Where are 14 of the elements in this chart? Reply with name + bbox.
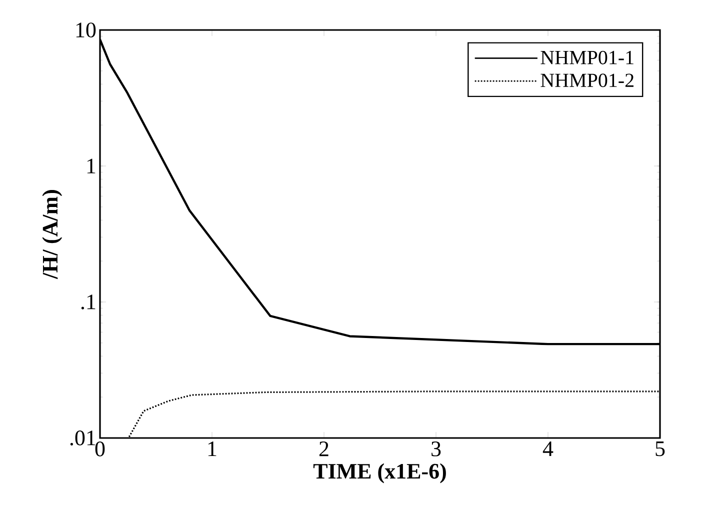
x-tick-label: 1 — [208, 442, 216, 456]
x-tick-label: 0 — [95, 442, 105, 456]
x-axis-title: TIME (x1E-6) — [313, 463, 446, 484]
x-tick-label: 3 — [432, 442, 441, 456]
y-tick-label: .1 — [81, 294, 96, 310]
y-axis-title: /H/ (A/m) — [42, 190, 62, 280]
legend-label: NHMP01-1 — [540, 50, 634, 64]
x-tick-label: 2 — [319, 442, 328, 456]
y-tick-label: 1 — [87, 158, 96, 174]
y-tick-label: .01 — [70, 430, 96, 446]
x-tick-label: 5 — [656, 442, 665, 456]
legend-label: NHMP01-2 — [540, 74, 634, 88]
y-tick-label: 10 — [76, 22, 96, 38]
x-tick-label: 4 — [542, 442, 554, 456]
